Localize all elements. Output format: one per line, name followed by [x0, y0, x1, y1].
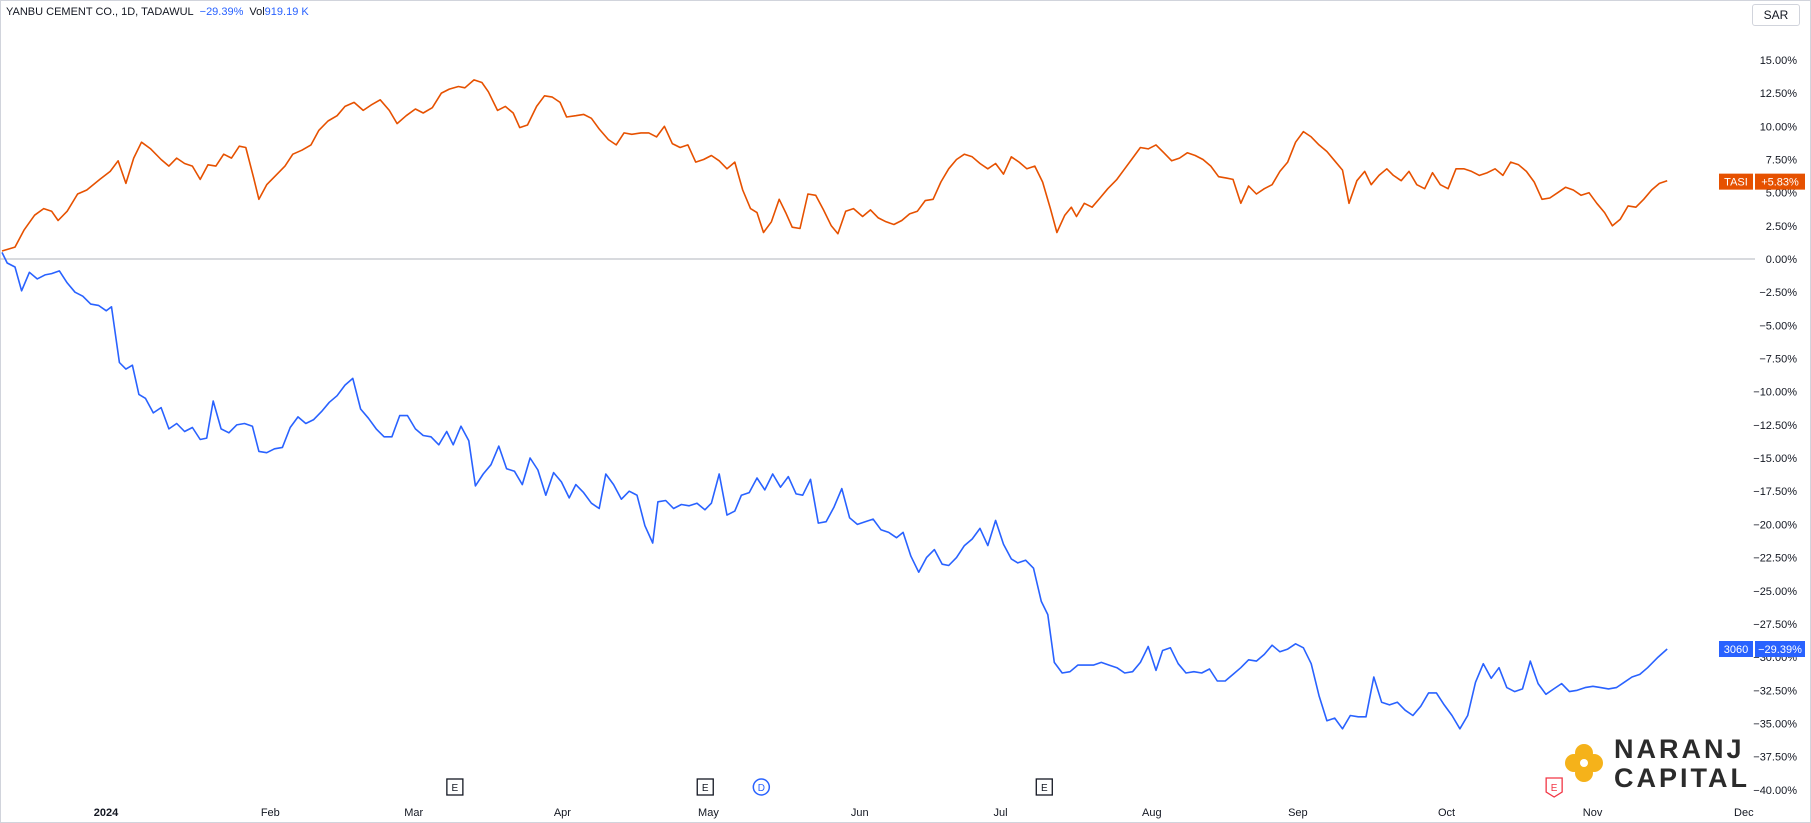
x-tick-label: Jun — [851, 807, 869, 819]
svg-text:E: E — [452, 783, 459, 794]
y-tick-label: −15.00% — [1753, 453, 1797, 465]
x-axis[interactable]: 2024 Feb Mar Apr May Jun Jul Aug Sep Oct Nov Dec — [94, 807, 1754, 819]
y-tick-label: −35.00% — [1753, 718, 1797, 730]
legend-volume-value: 919.19 K — [264, 6, 309, 18]
svg-text:E: E — [1551, 783, 1558, 794]
x-tick-label: Jul — [994, 807, 1008, 819]
y-tick-label: 2.50% — [1766, 221, 1797, 233]
y-tick-label: −37.50% — [1753, 752, 1797, 764]
x-tick-label: Dec — [1734, 807, 1754, 819]
price-tags: TASI +5.83% 3060 −29.39% — [1719, 173, 1805, 658]
x-tick-label: May — [698, 807, 719, 819]
x-tick-label: Oct — [1438, 807, 1455, 819]
y-tick-label: 5.00% — [1766, 188, 1797, 200]
last-value-tag-3060: 3060 −29.39% — [1719, 641, 1805, 658]
svg-text:D: D — [758, 783, 765, 794]
last-value-tag-tasi: TASI +5.83% — [1719, 173, 1805, 190]
y-tick-label: −12.50% — [1753, 420, 1797, 432]
tag-series-name: 3060 — [1724, 644, 1748, 656]
y-tick-label: −20.00% — [1753, 519, 1797, 531]
y-tick-label: −32.50% — [1753, 685, 1797, 697]
y-tick-label: −7.50% — [1759, 354, 1797, 366]
legend-volume-label: Vol — [249, 6, 265, 18]
y-tick-label: −40.00% — [1753, 785, 1797, 797]
tag-series-value: −29.39% — [1758, 644, 1802, 656]
x-tick-label: Feb — [261, 807, 280, 819]
x-tick-label: Aug — [1142, 807, 1162, 819]
y-tick-label: 7.50% — [1766, 154, 1797, 166]
event-marker-e[interactable]: E — [696, 778, 714, 796]
y-tick-label: −27.50% — [1753, 619, 1797, 631]
x-tick-label: Apr — [554, 807, 571, 819]
y-tick-label: −5.00% — [1759, 320, 1797, 332]
x-tick-label: Nov — [1583, 807, 1603, 819]
y-tick-label: 0.00% — [1766, 254, 1797, 266]
tag-series-value: +5.83% — [1761, 177, 1799, 189]
y-tick-label: 10.00% — [1760, 121, 1798, 133]
series-line-3060[interactable] — [1, 252, 1668, 730]
event-marker-e[interactable]: E — [1545, 777, 1563, 798]
legend-change: −29.39% — [199, 6, 244, 18]
x-tick-label: Sep — [1288, 807, 1308, 819]
event-marker-d[interactable]: D — [752, 778, 771, 796]
event-marker-e[interactable]: E — [1035, 778, 1053, 796]
y-tick-label: −10.00% — [1753, 387, 1797, 399]
legend-symbol[interactable]: YANBU CEMENT CO., 1D, TADAWUL — [6, 6, 194, 18]
logo-line2: CAPITAL — [1614, 763, 1750, 793]
y-tick-label: 15.00% — [1760, 55, 1798, 67]
y-tick-label: −22.50% — [1753, 553, 1797, 565]
y-tick-label: −2.50% — [1759, 287, 1797, 299]
y-axis[interactable]: 15.00% 12.50% 10.00% 7.50% 5.00% 2.50% 0.00% −2… — [1753, 55, 1797, 797]
svg-text:E: E — [1041, 783, 1048, 794]
event-marker-e[interactable]: E — [446, 778, 464, 796]
logo-flower-icon — [1565, 744, 1603, 782]
series-group — [1, 79, 1668, 730]
legend: YANBU CEMENT CO., 1D, TADAWUL −29.39% Vol9… — [6, 6, 309, 18]
naranj-capital-logo: NARANJ CAPITAL — [1563, 734, 1747, 792]
series-line-tasi[interactable] — [1, 79, 1668, 252]
y-tick-label: −25.00% — [1753, 586, 1797, 598]
y-tick-label: −17.50% — [1753, 486, 1797, 498]
currency-button[interactable]: SAR — [1752, 4, 1800, 26]
y-tick-label: 12.50% — [1760, 88, 1798, 100]
tag-series-name: TASI — [1724, 177, 1748, 189]
x-tick-label: 2024 — [94, 807, 119, 819]
x-tick-label: Mar — [404, 807, 423, 819]
logo-line1: NARANJ — [1614, 734, 1745, 764]
svg-text:E: E — [702, 783, 709, 794]
